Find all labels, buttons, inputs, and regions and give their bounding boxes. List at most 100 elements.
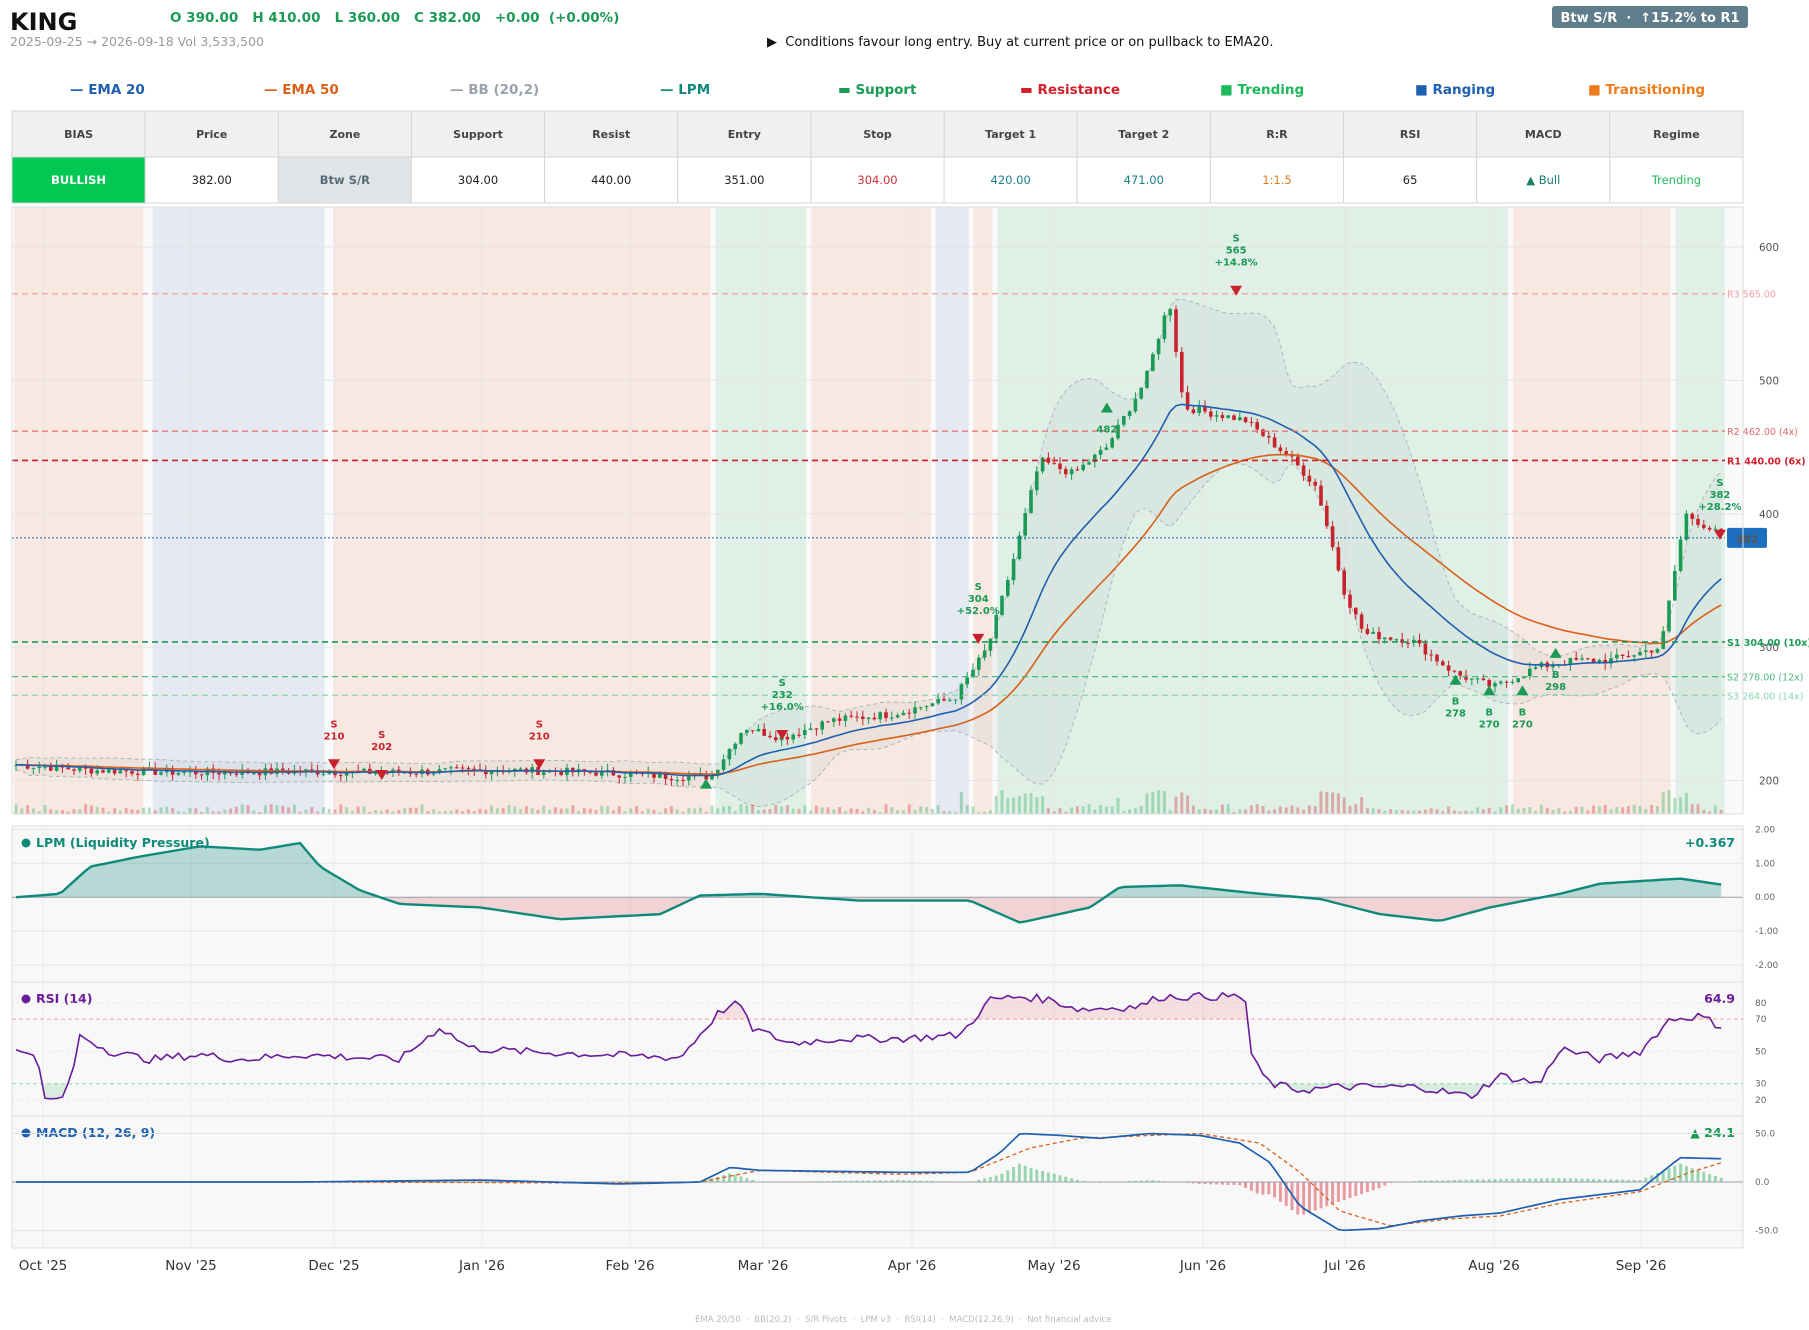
table-header-label: Target 1: [985, 128, 1036, 141]
volume-bar: [1510, 804, 1514, 814]
candle-body: [141, 767, 146, 775]
volume-bar: [675, 809, 679, 814]
volume-bar: [901, 810, 905, 814]
volume-bar: [14, 804, 18, 814]
candle-body: [988, 638, 993, 651]
volume-bar: [1145, 793, 1149, 814]
volume-bar: [240, 804, 244, 814]
macd-histogram-bar: [1278, 1182, 1282, 1202]
candle-body: [1267, 436, 1271, 438]
volume-bar: [1423, 809, 1427, 814]
candle-body: [130, 771, 134, 774]
macd-histogram-bar: [919, 1180, 923, 1182]
macd-histogram-bar: [1203, 1182, 1207, 1185]
macd-histogram-bar: [1435, 1180, 1439, 1182]
candle-body: [652, 772, 656, 778]
macd-histogram-bar: [1046, 1172, 1050, 1182]
candle-body: [1191, 409, 1196, 414]
volume-bar: [1278, 806, 1282, 814]
macd-histogram-bar: [1220, 1182, 1224, 1185]
macd-histogram-bar: [1551, 1178, 1555, 1182]
volume-bar: [391, 811, 395, 814]
price-tick-label: 500: [1759, 375, 1779, 387]
macd-histogram-bar: [1505, 1178, 1509, 1182]
volume-bar: [1563, 811, 1567, 814]
candle-body: [982, 650, 987, 658]
candle-body: [1087, 462, 1091, 465]
macd-histogram-bar: [733, 1174, 737, 1182]
x-tick-label: Mar '26: [738, 1258, 789, 1274]
table-value: 304.00: [857, 173, 897, 187]
price-panel: 200 300 400 500 600 R3 565.00 R2 462.00 (4x) R1…: [11, 206, 1809, 815]
legend: — EMA 20 — EMA 50 — BB (20,2) — LPM ▬ Suppor…: [70, 82, 1705, 98]
table-value-cell: [1609, 156, 1744, 204]
macd-histogram-bar: [1557, 1178, 1561, 1182]
volume-bar: [988, 810, 992, 814]
macd-histogram-bar: [896, 1180, 900, 1182]
volume-bar: [1516, 808, 1520, 814]
macd-histogram-bar: [1702, 1172, 1706, 1182]
volume-bar: [60, 810, 64, 814]
macd-histogram-bar: [745, 1178, 749, 1182]
candle-body: [1243, 417, 1248, 423]
volume-bar: [1046, 808, 1050, 814]
volume-bar: [1168, 810, 1172, 814]
candle-body: [1620, 654, 1625, 656]
volume-bar: [733, 811, 737, 814]
volume-bar: [118, 810, 122, 814]
volume-bar: [31, 808, 35, 814]
volume-bar: [484, 809, 488, 814]
volume-bar: [1302, 809, 1306, 814]
candle-body: [89, 768, 94, 774]
table-header-label: Support: [453, 128, 503, 141]
macd-histogram-bar: [1487, 1179, 1491, 1182]
x-tick-label: Aug '26: [1468, 1258, 1520, 1274]
candle-body: [977, 657, 981, 670]
ema50-line: [16, 453, 1722, 775]
sr-level-label: R1 440.00 (6x): [1727, 456, 1806, 467]
volume-bar: [136, 810, 140, 814]
macd-histogram-bar: [913, 1180, 917, 1182]
volume-bar: [913, 810, 917, 814]
volume-bar: [165, 806, 169, 814]
macd-histogram-bar: [1679, 1163, 1683, 1182]
candle-body: [721, 759, 726, 770]
buy-signal-marker: [700, 778, 712, 789]
volume-bar: [1273, 809, 1277, 814]
volume-bar: [1197, 809, 1201, 814]
table-header-label: Resist: [592, 128, 630, 141]
volume-bar: [1261, 805, 1265, 814]
macd-histogram-bar: [849, 1180, 853, 1182]
volume-bar: [698, 807, 702, 814]
legend-item: — EMA 50: [264, 82, 339, 98]
table-value-cell: [11, 156, 146, 204]
macd-histogram-bar: [832, 1180, 836, 1182]
macd-histogram-bar: [1632, 1179, 1636, 1182]
volume-bar: [919, 806, 923, 814]
macd-histogram-bar: [1539, 1178, 1543, 1182]
table-header-label: Entry: [728, 128, 761, 141]
sell-signal-marker: [1713, 529, 1726, 540]
volume-bar: [1215, 809, 1219, 814]
macd-panel: MACD (12, 26, 9) ▲ 24.1 50.0 0.0 -50.0: [11, 1115, 1779, 1249]
volume-bar: [350, 810, 354, 814]
volume-bar: [1290, 805, 1294, 814]
volume-bar: [1406, 810, 1410, 814]
table-header-cell: [1476, 110, 1611, 158]
panel-dot: [21, 994, 31, 1004]
volume-bar: [26, 805, 30, 814]
volume-bar: [1365, 808, 1369, 814]
volume-bar: [1394, 809, 1398, 814]
candle-body: [460, 767, 465, 769]
volume-bar: [368, 811, 372, 814]
volume-bar: [501, 807, 505, 814]
volume-bar: [710, 805, 714, 814]
volume-bar: [1522, 807, 1526, 814]
candle-body: [513, 768, 517, 772]
macd-histogram-bar: [1661, 1170, 1665, 1182]
table-header-label: BIAS: [64, 128, 93, 141]
volume-bar: [374, 810, 378, 814]
macd-histogram-bar: [1580, 1178, 1584, 1182]
x-tick-label: Dec '25: [308, 1258, 359, 1274]
candle-body: [1325, 505, 1329, 527]
